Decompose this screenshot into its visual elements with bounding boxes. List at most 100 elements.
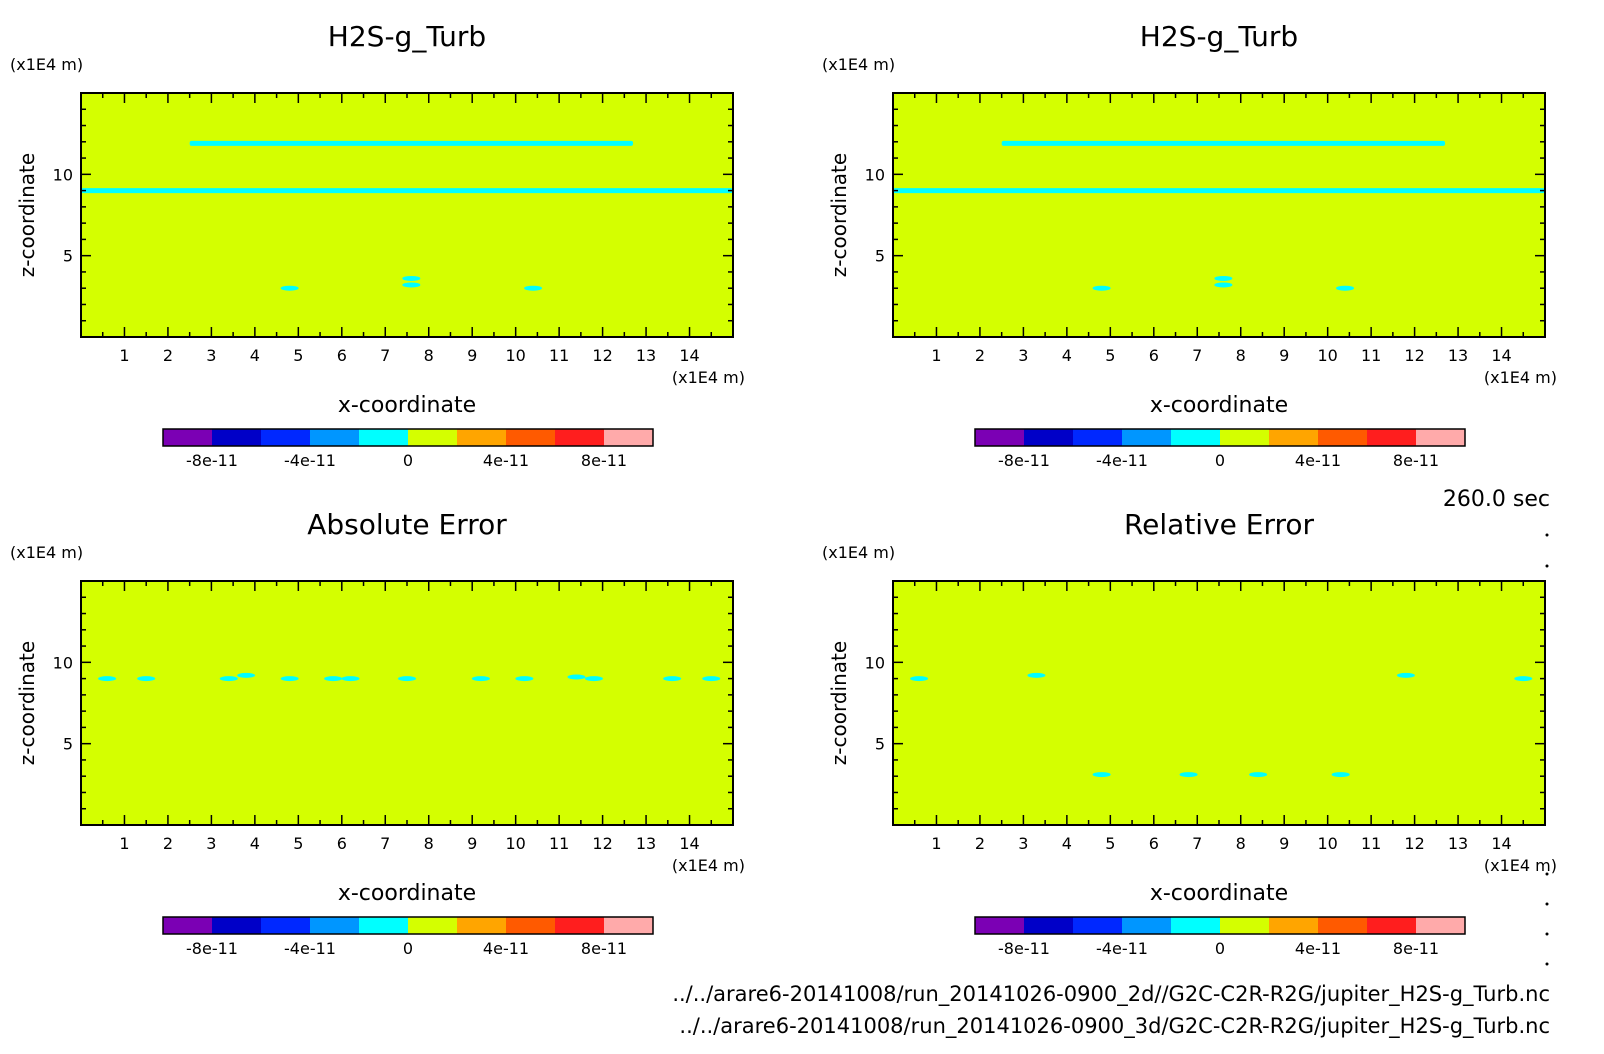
x-tick-label: 9: [467, 346, 477, 365]
x-tick-label: 14: [1491, 346, 1511, 365]
colorbar-cell: [359, 917, 408, 934]
x-tick-label: 5: [293, 346, 303, 365]
x-tick-label: 2: [163, 834, 173, 853]
colorbar-tick-label: 0: [1215, 451, 1225, 470]
x-unit-label: (x1E4 m): [672, 368, 745, 387]
contour-blob: [702, 676, 721, 682]
contour-blob: [1214, 275, 1233, 281]
chart-panel: Absolute Error(x1E4 m)1 2 3 4 5 6 7 8 9 10 11 12 13 1…: [10, 508, 745, 958]
colorbar-cell: [163, 917, 212, 934]
plot-field: [893, 93, 1545, 337]
colorbar-tick-label: 4e-11: [483, 451, 529, 470]
contour-blob: [1092, 772, 1111, 778]
colorbar-cell: [1367, 429, 1416, 446]
colorbar-tick-label: -4e-11: [284, 939, 336, 958]
x-unit-label: (x1E4 m): [1484, 856, 1557, 875]
x-tick-label: 6: [1149, 834, 1159, 853]
colorbar-cell: [310, 917, 359, 934]
chart-panel: H2S-g_Turb(x1E4 m)1 2 3 4 5 6 7 8 9 10 11 12 13 14510…: [822, 20, 1557, 470]
x-tick-label: 10: [505, 834, 525, 853]
colorbar-cell: [359, 429, 408, 446]
colorbar-cell: [457, 429, 506, 446]
x-tick-label: 4: [250, 346, 260, 365]
colorbar-tick-label: 0: [1215, 939, 1225, 958]
footer-path-2: ../../arare6-20141008/run_20141026-0900_…: [679, 1014, 1550, 1039]
x-tick-label: 7: [1192, 346, 1202, 365]
margin-dot: [1545, 564, 1549, 568]
contour-blob: [1249, 772, 1268, 778]
colorbar-tick-label: -8e-11: [186, 451, 238, 470]
x-tick-label: 3: [1018, 834, 1028, 853]
y-tick-label: 5: [875, 247, 885, 266]
x-tick-label: 6: [337, 346, 347, 365]
colorbar-cell: [604, 917, 653, 934]
contour-band: [893, 188, 1545, 194]
footer-path-1: ../../arare6-20141008/run_20141026-0900_…: [672, 982, 1550, 1007]
x-tick-label: 4: [250, 834, 260, 853]
x-tick-label: 3: [206, 834, 216, 853]
colorbar-cell: [408, 917, 457, 934]
colorbar-cell: [604, 429, 653, 446]
y-axis-label: z-coordinate: [15, 641, 39, 765]
x-tick-label: 3: [206, 346, 216, 365]
colorbar-cell: [555, 429, 604, 446]
colorbar-tick-label: -8e-11: [998, 451, 1050, 470]
colorbar-cell: [1122, 917, 1171, 934]
colorbar-tick-label: 8e-11: [581, 939, 627, 958]
x-tick-label: 10: [1317, 346, 1337, 365]
contour-blob: [1514, 676, 1533, 682]
x-tick-label: 12: [592, 346, 612, 365]
margin-dot: [1545, 902, 1549, 906]
x-axis-label: x-coordinate: [338, 881, 476, 906]
colorbar-cell: [1220, 429, 1269, 446]
x-tick-label: 11: [1361, 346, 1381, 365]
x-tick-label: 11: [549, 346, 569, 365]
contour-blob: [1396, 672, 1415, 678]
x-tick-label: 13: [636, 834, 656, 853]
contour-blob: [219, 676, 238, 682]
chart-title: Absolute Error: [307, 508, 507, 541]
colorbar-cell: [1269, 429, 1318, 446]
colorbar-cell: [1024, 917, 1073, 934]
colorbar-tick-label: -4e-11: [1096, 451, 1148, 470]
colorbar-cell: [1416, 917, 1465, 934]
colorbar-cell: [506, 429, 555, 446]
x-tick-label: 5: [1105, 346, 1115, 365]
y-tick-label: 5: [63, 735, 73, 754]
x-tick-label: 5: [293, 834, 303, 853]
colorbar-cell: [1073, 429, 1122, 446]
y-unit-label: (x1E4 m): [822, 55, 895, 74]
y-tick-label: 10: [53, 653, 73, 672]
plot-field: [893, 581, 1545, 825]
x-tick-label: 8: [1236, 834, 1246, 853]
margin-dot: [1545, 962, 1549, 966]
y-tick-label: 10: [865, 165, 885, 184]
colorbar-frame: [974, 916, 1466, 935]
y-axis-label: z-coordinate: [827, 641, 851, 765]
contour-blob: [398, 676, 416, 682]
colorbar-cell: [212, 429, 261, 446]
x-tick-label: 8: [424, 834, 434, 853]
contour-blob: [341, 676, 360, 682]
x-tick-label: 10: [505, 346, 525, 365]
contour-blob: [1179, 772, 1198, 778]
x-tick-label: 7: [1192, 834, 1202, 853]
x-tick-label: 2: [975, 834, 985, 853]
y-tick-label: 10: [865, 653, 885, 672]
colorbar-cell: [457, 917, 506, 934]
colorbar-cell: [163, 429, 212, 446]
contour-blob: [280, 676, 299, 682]
colorbar-tick-label: 4e-11: [1295, 451, 1341, 470]
colorbar-cell: [1367, 917, 1416, 934]
colorbar-tick-label: -4e-11: [284, 451, 336, 470]
colorbar-tick-label: 0: [403, 451, 413, 470]
x-tick-label: 12: [1404, 346, 1424, 365]
colorbar-tick-label: -8e-11: [998, 939, 1050, 958]
chart-panel: H2S-g_Turb(x1E4 m)1 2 3 4 5 6 7 8 9 10 11 12 13 14510…: [10, 20, 745, 470]
y-tick-label: 5: [63, 247, 73, 266]
x-tick-label: 1: [119, 834, 129, 853]
x-axis-label: x-coordinate: [338, 393, 476, 418]
chart-title: Relative Error: [1124, 508, 1315, 541]
contour-blob: [524, 285, 543, 291]
x-tick-label: 7: [380, 834, 390, 853]
